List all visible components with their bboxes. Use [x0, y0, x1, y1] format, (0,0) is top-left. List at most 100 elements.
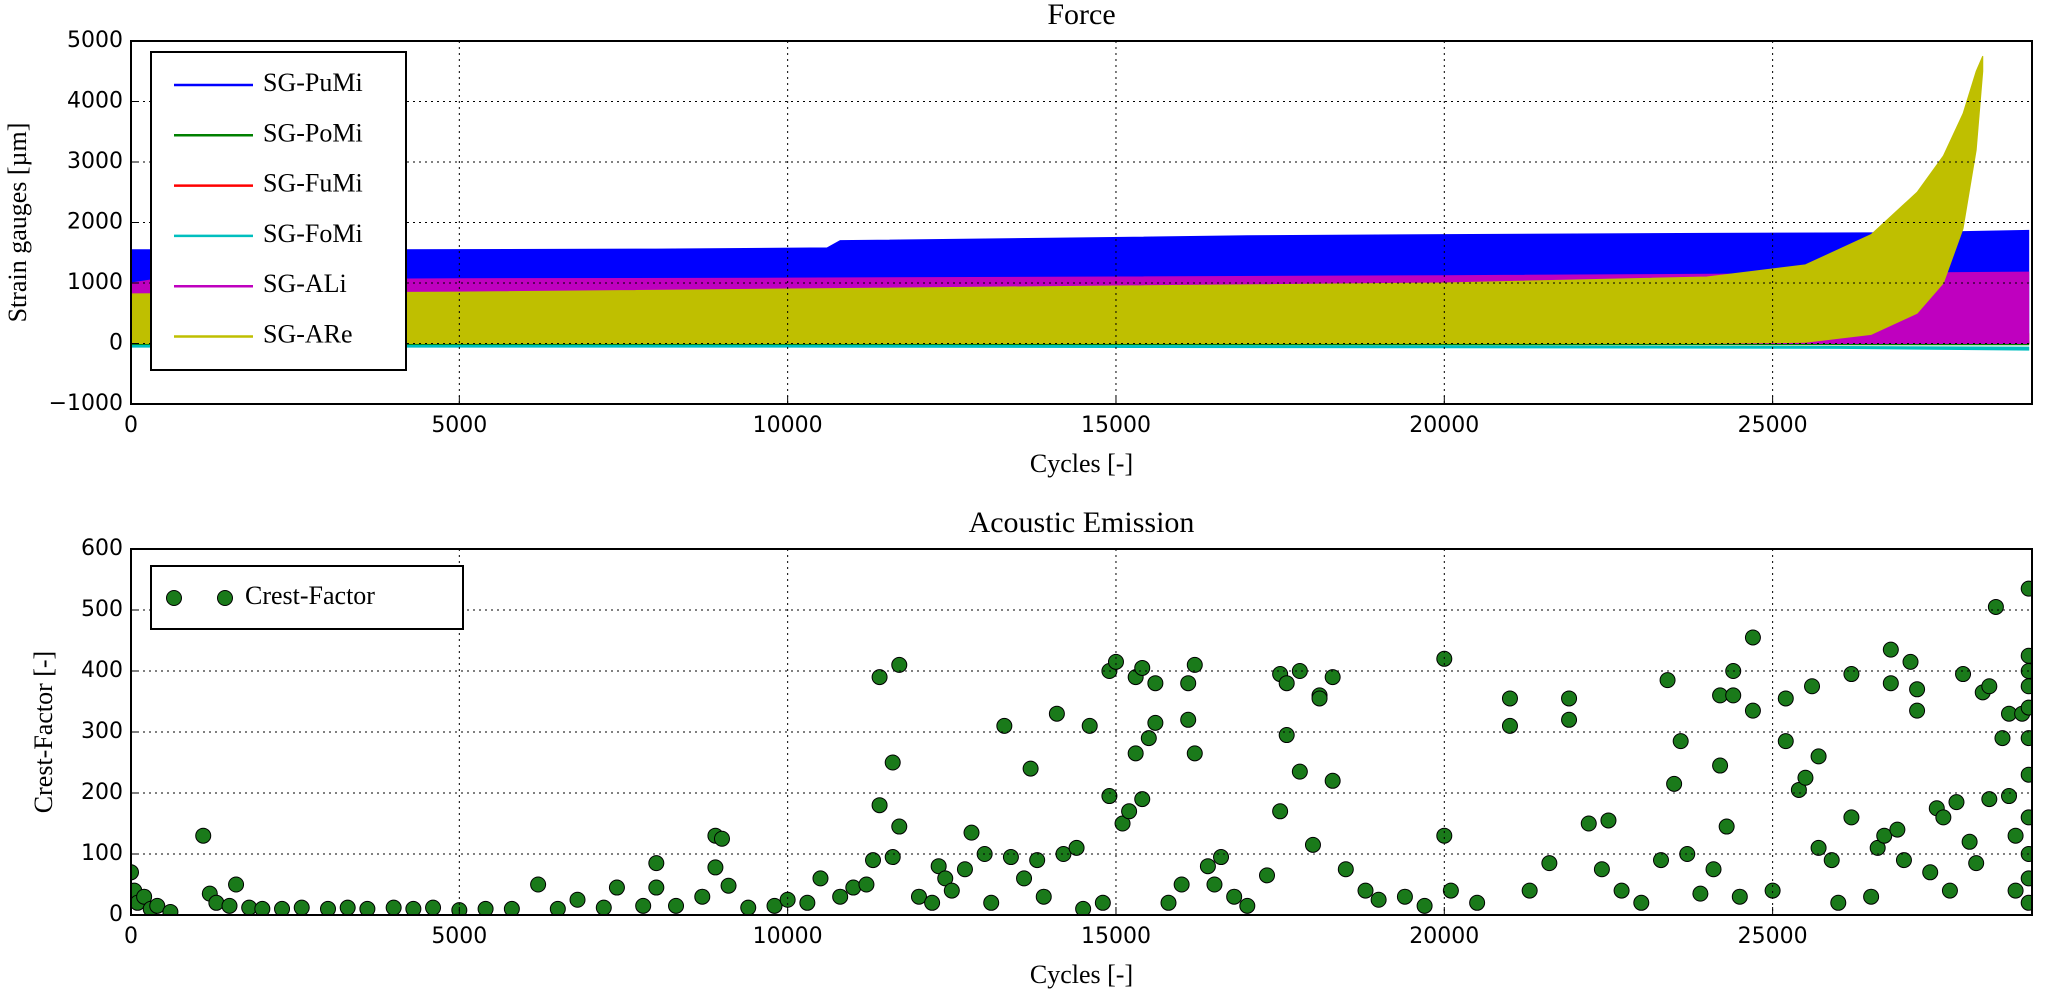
scatter-point [1882, 641, 1899, 658]
x-tick-label: 10000 [753, 413, 823, 438]
scatter-point [503, 900, 520, 915]
scatter-point [648, 855, 665, 872]
scatter-point [228, 876, 245, 893]
scatter-point [1659, 672, 1676, 689]
scatter-point [1968, 855, 1985, 872]
scatter-point [2020, 699, 2032, 716]
x-tick-label: 5000 [431, 413, 487, 438]
scatter-point [1016, 870, 1033, 887]
scatter-point [131, 864, 139, 881]
y-tick-label: 100 [81, 841, 123, 866]
x-tick-label: 10000 [753, 924, 823, 949]
scatter-point [832, 888, 849, 905]
scatter-point [1863, 888, 1880, 905]
y-tick-label: 4000 [67, 89, 123, 114]
scatter-point [1147, 714, 1164, 731]
band-area [131, 344, 2030, 351]
scatter-point [1705, 861, 1722, 878]
scatter-point [910, 888, 927, 905]
scatter-point [2020, 766, 2032, 783]
y-tick-label: 0 [109, 902, 123, 927]
scatter-point [1186, 745, 1203, 762]
scatter-point [2020, 580, 2032, 597]
scatter-point [1994, 730, 2011, 747]
scatter-point [871, 797, 888, 814]
scatter-point [274, 900, 291, 915]
scatter-point [1672, 733, 1689, 750]
scatter-point [2020, 809, 2032, 826]
scatter-point [1876, 827, 1893, 844]
scatter-point [1797, 769, 1814, 786]
scatter-point [1843, 666, 1860, 683]
scatter-point [2020, 678, 2032, 695]
scatter-point [713, 830, 730, 847]
scatter-point [385, 899, 402, 915]
scatter-point [208, 894, 225, 911]
x-tick-label: 15000 [1081, 924, 1151, 949]
scatter-point [1790, 781, 1807, 798]
y-tick-label: 3000 [67, 149, 123, 174]
scatter-point [1843, 809, 1860, 826]
scatter-point [1272, 803, 1289, 820]
x-tick-label: 20000 [1409, 413, 1479, 438]
scatter-point [1226, 888, 1243, 905]
scatter-point [1692, 885, 1709, 902]
legend-label: Crest-Factor [245, 581, 375, 610]
scatter-point [1725, 687, 1742, 704]
scatter-point [149, 897, 166, 914]
y-tick-label: 5000 [67, 28, 123, 53]
scatter-point [1029, 852, 1046, 869]
scatter-point [1114, 815, 1131, 832]
scatter-point [1501, 690, 1518, 707]
scatter-point [1810, 839, 1827, 856]
chart-title: Acoustic Emission [969, 506, 1195, 539]
scatter-point [2001, 788, 2018, 805]
scatter-point [1830, 894, 1847, 911]
scatter-point [1304, 836, 1321, 853]
scatter-point [1580, 815, 1597, 832]
scatter-point [2020, 730, 2032, 747]
scatter-point [319, 900, 336, 915]
scatter-point [405, 900, 422, 915]
legend-marker [217, 590, 233, 606]
scatter-point [1147, 675, 1164, 692]
scatter-point [1823, 852, 1840, 869]
scatter-point [1902, 653, 1919, 670]
scatter-point [1810, 748, 1827, 765]
legend-box [150, 51, 407, 371]
scatter-point [1442, 882, 1459, 899]
scatter-point [1744, 702, 1761, 719]
axes-frame [130, 548, 2033, 916]
scatter-point [1666, 775, 1683, 792]
scatter-point [1541, 855, 1558, 872]
y-axis-label: Strain gauges [µm] [3, 123, 32, 323]
x-tick-label: 20000 [1409, 924, 1479, 949]
scatter-point [799, 894, 816, 911]
scatter-point [549, 900, 566, 915]
scatter-point [1134, 791, 1151, 808]
x-tick-label: 0 [124, 924, 138, 949]
scatter-point [1048, 705, 1065, 722]
scatter-point [891, 656, 908, 673]
y-tick-label: 400 [81, 658, 123, 683]
scatter-point [1981, 678, 1998, 695]
scatter-point [1777, 690, 1794, 707]
scatter-point [1718, 818, 1735, 835]
scatter-point [720, 877, 737, 894]
scatter-point [1324, 772, 1341, 789]
scatter-point [1804, 678, 1821, 695]
scatter-point [1002, 849, 1019, 866]
scatter-point [1121, 803, 1138, 820]
scatter-point [937, 870, 954, 887]
x-tick-label: 25000 [1738, 924, 1808, 949]
scatter-point [648, 879, 665, 896]
scatter-point [1311, 690, 1328, 707]
scatter-point [1206, 876, 1223, 893]
scatter-point [1213, 849, 1230, 866]
y-tick-label: 600 [81, 536, 123, 561]
scatter-point [359, 900, 376, 915]
scatter-point [707, 859, 724, 876]
x-tick-label: 5000 [431, 924, 487, 949]
scatter-point [1180, 711, 1197, 728]
